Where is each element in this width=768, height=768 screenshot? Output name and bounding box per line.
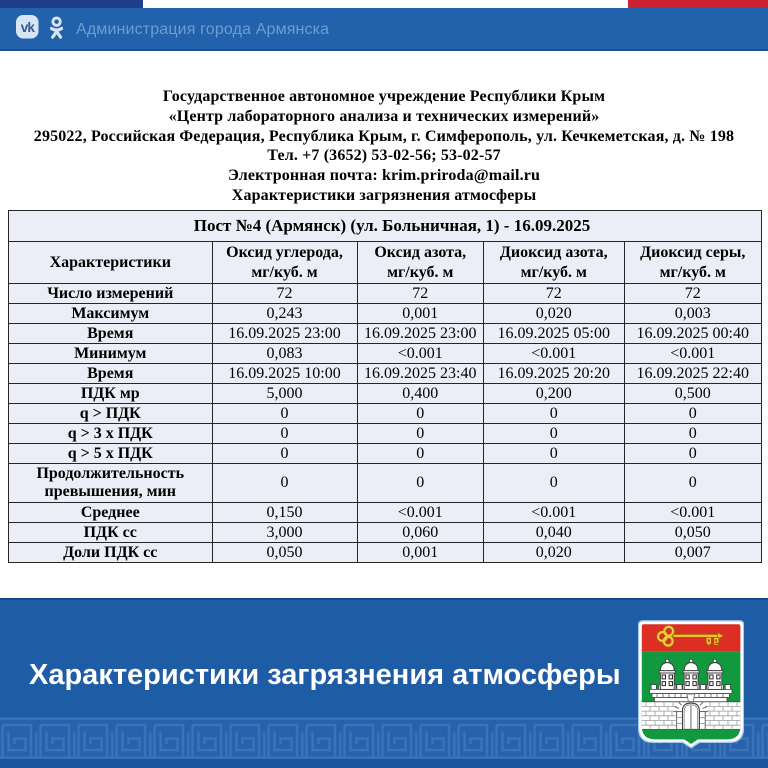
svg-text:vk: vk	[21, 20, 36, 35]
